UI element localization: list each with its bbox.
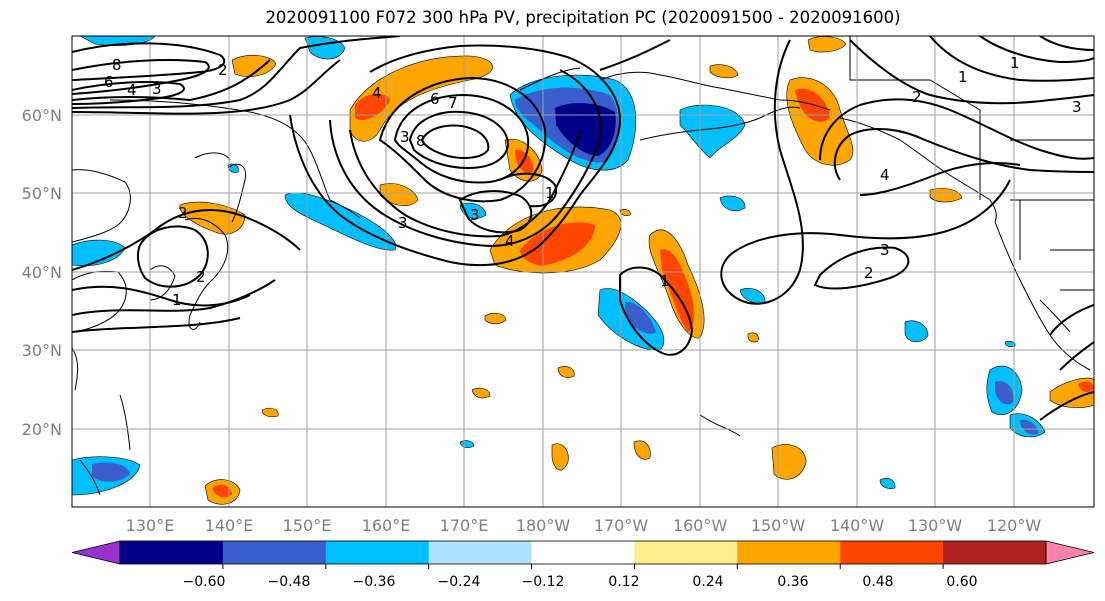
colorbar-tick-label: 0.24 [692, 574, 723, 590]
contour-label: 2 [218, 61, 228, 79]
contour-label: 1 [172, 291, 182, 309]
lon-label: 130°W [908, 516, 963, 535]
contour-label: 3 [152, 80, 162, 98]
contour-label: 8 [112, 56, 122, 74]
colorbar: −0.60 −0.48 −0.36 −0.24 −0.12 0.12 0.24 … [71, 540, 1095, 590]
latitude-labels: 60°N 50°N 40°N 30°N 20°N [22, 106, 62, 439]
lon-label: 150°W [751, 516, 806, 535]
contour-label: 2 [912, 88, 922, 106]
colorbar-frame [119, 540, 1047, 565]
colorbar-tick-label: 0.36 [777, 574, 808, 590]
contour-label: 3 [880, 241, 890, 259]
colorbar-cell [737, 541, 841, 564]
contour-label: 4 [127, 81, 137, 99]
contour-labels: 8 6 4 3 2 6 7 4 3 8 3 1 4 3 2 1 1 2 1 4 [104, 54, 1082, 309]
map-frame [71, 35, 1095, 508]
lon-label: 170°E [440, 516, 489, 535]
contour-label: 6 [104, 73, 114, 91]
map-title: 2020091100 F072 300 hPa PV, precipitatio… [265, 8, 901, 27]
colorbar-tick-labels: −0.60 −0.48 −0.36 −0.24 −0.12 0.12 0.24 … [183, 574, 978, 590]
contour-label: 4 [880, 166, 890, 184]
contour-label: 1 [660, 272, 670, 290]
colorbar-tick-label: −0.12 [522, 574, 565, 590]
lon-label: 160°W [673, 516, 728, 535]
colorbar-cell [634, 541, 738, 564]
lon-label: 160°E [362, 516, 411, 535]
lat-label: 50°N [22, 184, 62, 203]
contour-label: 3 [398, 214, 408, 232]
longitude-labels: 130°E 140°E 150°E 160°E 170°E 180°W 170°… [126, 516, 1042, 535]
colorbar-cell [840, 541, 944, 564]
coastlines [72, 36, 1094, 496]
lon-label: 140°W [830, 516, 885, 535]
lon-label: 150°E [283, 516, 332, 535]
colorbar-tick-label: −0.36 [353, 574, 396, 590]
map-panel: 8 6 4 3 2 6 7 4 3 8 3 1 4 3 2 1 1 2 1 4 [72, 36, 1094, 507]
negative-precip-anomalies [72, 36, 1046, 496]
contour-label: 4 [505, 232, 515, 250]
contour-label: 3 [400, 128, 410, 146]
lon-label: 140°E [205, 516, 254, 535]
colorbar-tick-label: 0.48 [862, 574, 893, 590]
colorbar-cell [120, 541, 224, 564]
contour-label: 3 [1072, 98, 1082, 116]
colorbar-tick-label: 0.60 [946, 574, 977, 590]
contour-label: 1 [958, 68, 968, 86]
colorbar-tick-label: 0.12 [608, 574, 639, 590]
colorbar-cell [943, 541, 1047, 564]
colorbar-cell [531, 541, 635, 564]
lat-label: 30°N [22, 341, 62, 360]
colorbar-extend-max [1045, 540, 1095, 565]
colorbar-cells [71, 540, 1095, 565]
lat-label: 40°N [22, 263, 62, 282]
lon-label: 120°W [987, 516, 1042, 535]
colorbar-tick-label: −0.24 [438, 574, 481, 590]
colorbar-cell [325, 541, 430, 564]
lat-label: 60°N [22, 106, 62, 125]
pv-contours [72, 36, 1094, 421]
graticule [72, 36, 1094, 507]
colorbar-tick-marks [222, 564, 944, 569]
colorbar-cell [222, 541, 327, 564]
colorbar-cell [428, 541, 533, 564]
contour-label: 1 [545, 184, 555, 202]
contour-label: 1 [1010, 54, 1020, 72]
colorbar-tick-label: −0.48 [268, 574, 311, 590]
lon-label: 180°W [516, 516, 571, 535]
contour-label: 8 [416, 132, 426, 150]
lat-label: 20°N [22, 420, 62, 439]
contour-label: 3 [470, 206, 480, 224]
contour-label: 2 [178, 204, 188, 222]
contour-label: 6 [430, 90, 440, 108]
lon-label: 170°W [594, 516, 649, 535]
colorbar-extend-min [71, 540, 121, 565]
colorbar-tick-label: −0.60 [183, 574, 226, 590]
lon-label: 130°E [126, 516, 175, 535]
contour-label: 2 [196, 268, 206, 286]
contour-label: 4 [372, 84, 382, 102]
contour-label: 7 [448, 94, 458, 112]
contour-label: 2 [864, 264, 874, 282]
